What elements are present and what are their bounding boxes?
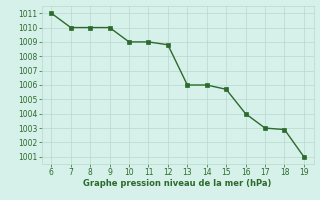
X-axis label: Graphe pression niveau de la mer (hPa): Graphe pression niveau de la mer (hPa) [84, 179, 272, 188]
